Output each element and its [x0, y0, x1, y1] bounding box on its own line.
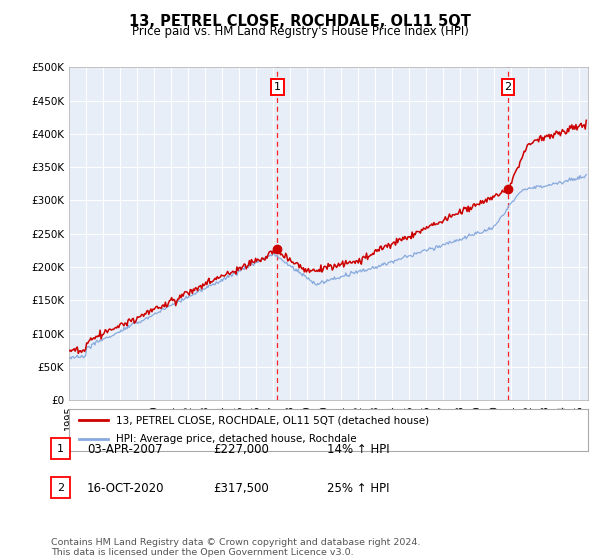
Text: 1: 1: [274, 82, 281, 92]
Text: 2: 2: [57, 483, 64, 493]
Text: 03-APR-2007: 03-APR-2007: [87, 443, 163, 456]
Text: 25% ↑ HPI: 25% ↑ HPI: [327, 482, 389, 496]
Text: 16-OCT-2020: 16-OCT-2020: [87, 482, 164, 496]
Text: 2: 2: [504, 82, 511, 92]
Text: Price paid vs. HM Land Registry's House Price Index (HPI): Price paid vs. HM Land Registry's House …: [131, 25, 469, 38]
Text: Contains HM Land Registry data © Crown copyright and database right 2024.
This d: Contains HM Land Registry data © Crown c…: [51, 538, 421, 557]
Text: £227,000: £227,000: [213, 443, 269, 456]
Text: 14% ↑ HPI: 14% ↑ HPI: [327, 443, 389, 456]
Text: HPI: Average price, detached house, Rochdale: HPI: Average price, detached house, Roch…: [116, 435, 356, 445]
Text: £317,500: £317,500: [213, 482, 269, 496]
Text: 13, PETREL CLOSE, ROCHDALE, OL11 5QT (detached house): 13, PETREL CLOSE, ROCHDALE, OL11 5QT (de…: [116, 415, 429, 425]
Text: 13, PETREL CLOSE, ROCHDALE, OL11 5QT: 13, PETREL CLOSE, ROCHDALE, OL11 5QT: [129, 14, 471, 29]
Text: 1: 1: [57, 444, 64, 454]
